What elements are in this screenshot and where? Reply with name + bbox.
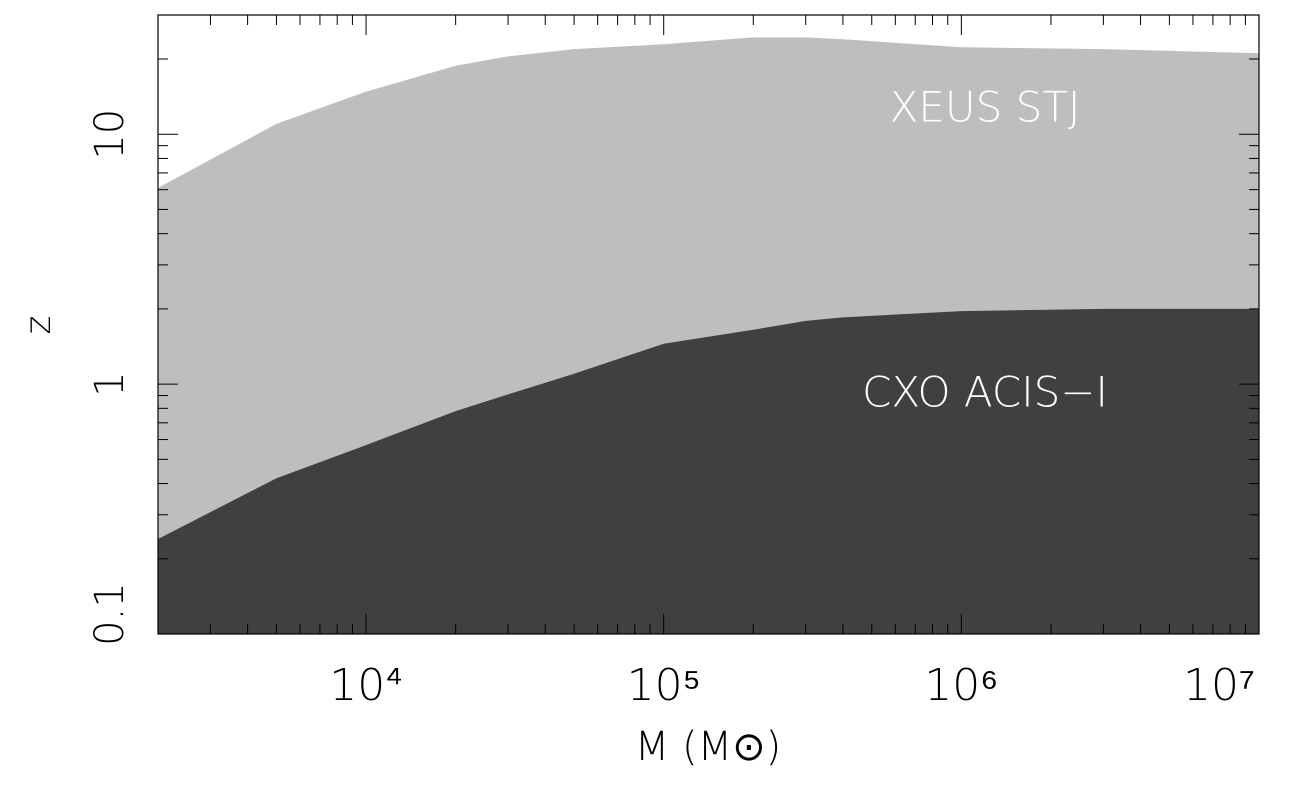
y-tick-label: 1: [87, 371, 133, 396]
y-axis-label: z: [18, 316, 59, 335]
area: [158, 308, 1259, 634]
y-tick-label: 10: [87, 109, 133, 160]
plot-frame: [157, 14, 1260, 635]
x-tick-label: 10⁷: [1183, 660, 1255, 711]
x-axis-label: M (M⊙): [635, 724, 781, 770]
series-label: XEUS STJ: [890, 83, 1081, 132]
x-tick-label: 10⁶: [924, 660, 998, 711]
series-label: CXO ACIS−I: [862, 368, 1108, 417]
x-tick-label: 10⁴: [329, 660, 403, 711]
x-tick-label: 10⁵: [627, 660, 701, 711]
y-tick-label: 0.1: [87, 582, 133, 646]
